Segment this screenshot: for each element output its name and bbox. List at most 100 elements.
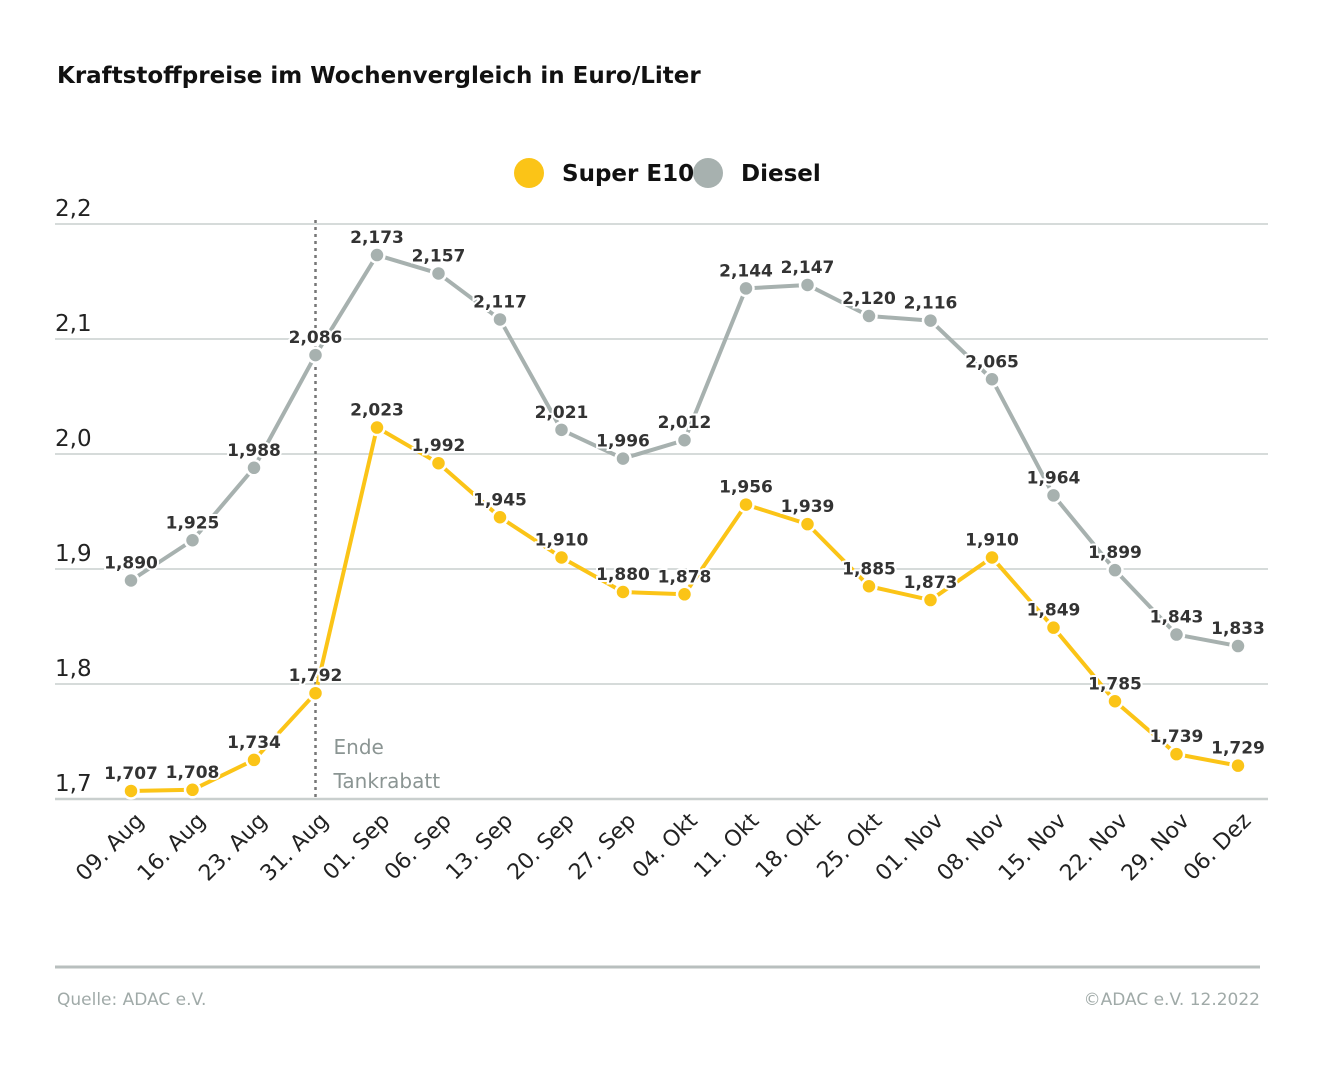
data-point <box>1044 486 1063 505</box>
data-point <box>245 751 263 769</box>
data-label: 1,885 <box>842 559 896 579</box>
y-tick-label: 1,8 <box>55 656 92 682</box>
data-point <box>675 585 694 604</box>
x-tick-label: 22. Nov <box>1056 809 1134 887</box>
data-label: 1,873 <box>904 573 958 593</box>
data-point <box>429 264 448 283</box>
x-tick-label: 09. Aug <box>71 809 149 887</box>
x-tick-label: 01. Sep <box>319 809 396 886</box>
data-label: 1,890 <box>104 554 158 574</box>
data-point <box>122 571 140 590</box>
data-point <box>368 418 386 437</box>
data-point <box>491 310 509 329</box>
data-label: 1,785 <box>1088 674 1142 694</box>
data-point <box>1229 756 1247 775</box>
data-label: 1,988 <box>227 441 281 461</box>
data-label: 2,117 <box>473 292 527 312</box>
data-label: 1,849 <box>1027 601 1081 621</box>
data-label: 1,833 <box>1211 619 1265 639</box>
x-tick-label: 13. Sep <box>442 809 519 886</box>
x-tick-label: 06. Dez <box>1179 809 1256 886</box>
data-point <box>552 548 571 567</box>
y-tick-label: 1,7 <box>55 771 92 797</box>
x-tick-label: 29. Nov <box>1117 809 1195 887</box>
x-tick-label: 20. Sep <box>503 809 580 886</box>
data-label: 1,899 <box>1088 543 1142 563</box>
data-point <box>368 246 386 264</box>
y-tick-label: 2,0 <box>55 426 92 452</box>
data-point <box>798 515 817 533</box>
data-label: 1,792 <box>289 666 343 686</box>
data-label: 1,880 <box>596 565 650 585</box>
data-point <box>675 431 694 449</box>
data-label: 1,996 <box>596 432 650 452</box>
data-point <box>983 548 1001 567</box>
data-label: 2,144 <box>719 261 773 281</box>
x-tick-label: 18. Okt <box>751 808 826 883</box>
data-point <box>921 311 940 330</box>
data-label: 1,729 <box>1211 739 1265 759</box>
data-label: 1,739 <box>1150 727 1204 747</box>
copyright-text: ©ADAC e.V. 12.2022 <box>1084 990 1260 1010</box>
data-point <box>1106 692 1124 710</box>
data-point <box>983 370 1001 388</box>
data-label: 2,065 <box>965 352 1019 372</box>
data-point <box>737 279 755 298</box>
data-label: 2,086 <box>289 328 343 348</box>
data-point <box>737 495 755 514</box>
data-label: 2,120 <box>842 289 896 309</box>
data-point <box>122 782 140 800</box>
data-point <box>1167 625 1186 644</box>
x-tick-label: 23. Aug <box>194 809 272 887</box>
x-tick-label: 31. Aug <box>256 809 334 887</box>
x-tick-label: 11. Okt <box>690 808 765 883</box>
data-point <box>1106 561 1124 579</box>
data-label: 1,910 <box>535 531 589 551</box>
x-tick-label: 16. Aug <box>133 809 211 887</box>
x-tick-label: 04. Okt <box>628 808 703 883</box>
x-tick-label: 01. Nov <box>871 809 949 887</box>
data-point <box>306 346 325 364</box>
data-label: 2,021 <box>535 403 589 423</box>
data-point <box>491 508 509 526</box>
legend-marker <box>693 158 723 188</box>
data-label: 1,945 <box>473 490 527 510</box>
data-point <box>614 449 632 468</box>
data-point <box>245 459 263 477</box>
data-point <box>183 531 202 549</box>
data-label: 1,910 <box>965 531 1019 551</box>
data-point <box>1167 745 1186 763</box>
data-label: 2,147 <box>781 258 835 278</box>
data-label: 1,925 <box>166 513 220 533</box>
data-label: 1,964 <box>1027 468 1081 488</box>
data-label: 1,956 <box>719 478 773 498</box>
y-tick-label: 1,9 <box>55 541 92 567</box>
data-label: 1,707 <box>104 764 158 784</box>
data-point <box>429 454 448 472</box>
y-tick-label: 2,1 <box>55 311 92 337</box>
data-point <box>306 684 325 702</box>
data-label: 1,878 <box>658 567 712 587</box>
legend-marker <box>514 158 544 188</box>
data-point <box>552 421 571 439</box>
x-tick-label: 08. Nov <box>933 809 1011 887</box>
data-label: 2,173 <box>350 228 404 248</box>
data-label: 1,939 <box>781 497 835 517</box>
data-point <box>1044 618 1063 637</box>
chart-title: Kraftstoffpreise im Wochenvergleich in E… <box>57 63 701 89</box>
data-label: 1,708 <box>166 763 220 783</box>
data-label: 2,012 <box>658 413 712 433</box>
data-label: 2,157 <box>412 246 466 266</box>
legend-label: Diesel <box>741 161 821 187</box>
data-label: 2,116 <box>904 294 958 314</box>
data-label: 1,843 <box>1150 608 1204 628</box>
annotation-text: Tankrabatt <box>333 769 441 793</box>
legend-label: Super E10 <box>562 161 694 187</box>
data-point <box>860 577 878 595</box>
data-point <box>860 307 878 325</box>
data-label: 2,023 <box>350 401 404 421</box>
data-point <box>1229 637 1247 655</box>
data-label: 1,992 <box>412 436 466 456</box>
